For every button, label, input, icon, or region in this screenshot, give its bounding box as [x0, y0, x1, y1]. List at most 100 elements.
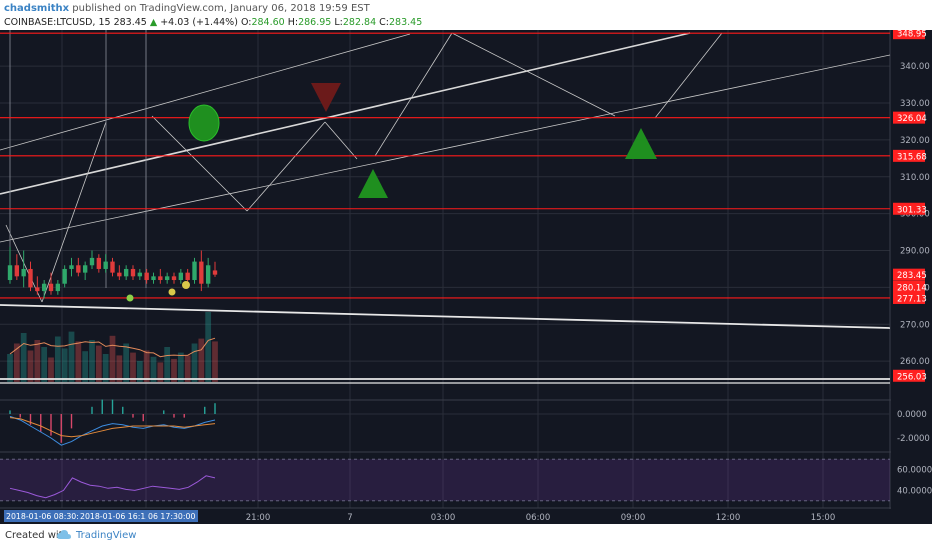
price-label-box[interactable] — [893, 268, 925, 281]
volume-bar — [82, 351, 89, 382]
price-tick-label: 330.00 — [900, 99, 930, 109]
macd-tick-label: -2.0000 — [897, 434, 930, 444]
projection-line — [151, 115, 248, 212]
support-trendline — [0, 304, 891, 329]
candle-body — [178, 272, 184, 281]
volume-bar — [198, 338, 205, 382]
time-label-box[interactable] — [4, 510, 78, 522]
time-axis[interactable]: 21:00 7 03:00 06:00 09:00 12:00 15:00 2018-01-0… — [0, 509, 932, 524]
volume-bar — [150, 356, 157, 382]
candle-body — [192, 261, 197, 281]
candle-body — [130, 268, 136, 277]
time-label-box[interactable] — [146, 510, 198, 522]
volume-bar — [48, 357, 54, 382]
publish-text: published on TradingView.com, January 06… — [72, 3, 370, 14]
publish-header: chadsmithx published on TradingView.com,… — [0, 0, 932, 30]
time-tick-label: 09:00 — [621, 513, 646, 523]
volume-ma-line — [9, 337, 216, 358]
price-label-text: 277.13 — [897, 294, 927, 304]
macd-line — [9, 415, 216, 446]
tradingview-brand[interactable]: TradingView — [76, 530, 137, 541]
author-link[interactable]: chadsmithx — [4, 3, 70, 14]
candle-body — [199, 261, 204, 284]
green-circle-marker[interactable] — [188, 104, 220, 142]
candle-body — [7, 265, 13, 281]
last-price: 283.45 — [113, 17, 147, 28]
macd-tick-label: 0.0000 — [897, 410, 927, 420]
price-label-box[interactable] — [893, 111, 925, 124]
time-tick-label: 21:00 — [246, 513, 271, 523]
time-tick-label: 03:00 — [431, 513, 456, 523]
created-with-text: Created with — [5, 530, 69, 541]
time-label-box[interactable] — [78, 510, 146, 522]
volume-bar — [157, 362, 164, 382]
low-label: L: — [334, 17, 343, 28]
macd-pane — [0, 399, 890, 446]
volume-bar — [89, 340, 95, 382]
time-tick-label: 15:00 — [811, 513, 836, 523]
open-value: 284.60 — [251, 17, 285, 28]
volume-bar — [136, 361, 143, 382]
volume-bar — [143, 350, 150, 382]
volume-bar — [54, 336, 61, 382]
price-label-box[interactable] — [893, 202, 925, 215]
candle-body — [151, 276, 156, 281]
green-up-triangle-marker[interactable] — [358, 169, 388, 198]
volume-bar — [130, 352, 136, 382]
candle-body — [76, 265, 81, 273]
price-change: +4.03 (+1.44%) — [160, 17, 238, 28]
volume-bar — [205, 312, 212, 382]
time-tick-label: 06:00 — [526, 513, 551, 523]
change-up-icon: ▲ — [149, 17, 158, 28]
price-label-box[interactable] — [893, 149, 925, 162]
price-label-box[interactable] — [893, 291, 925, 304]
candle-body — [21, 268, 26, 277]
volume-bar — [34, 340, 41, 382]
green-up-triangle-marker[interactable] — [625, 128, 657, 159]
candle-body — [96, 257, 102, 269]
symbol-name[interactable]: COINBASE:LTCUSD, 15 — [4, 17, 111, 28]
price-label-box[interactable] — [893, 30, 925, 40]
volume-bar — [68, 331, 75, 382]
volume-bar — [109, 335, 116, 382]
candle-body — [123, 268, 129, 277]
volume-bar — [95, 345, 102, 382]
candle-body — [69, 265, 74, 269]
time-tick-label: 7 — [347, 513, 352, 523]
horizontal-levels[interactable] — [0, 32, 890, 299]
shape-markers[interactable] — [126, 83, 658, 302]
volume-bar — [61, 348, 68, 382]
candle-body — [89, 257, 95, 266]
volume-bar — [75, 341, 82, 382]
candle-body — [62, 268, 67, 284]
trendline — [0, 33, 411, 151]
volume-bar — [41, 347, 48, 382]
candle-body — [171, 276, 177, 281]
red-down-triangle-marker[interactable] — [311, 83, 341, 112]
volume-bar — [102, 354, 109, 382]
price-axis[interactable]: 340.00330.00320.00310.00300.00290.00280.… — [891, 30, 932, 524]
macd-line — [9, 417, 216, 438]
volume-bar — [191, 343, 198, 382]
volume-bar — [20, 333, 27, 382]
tradingview-cloud-icon — [57, 530, 71, 539]
candle-body — [41, 283, 47, 292]
footer: Created with TradingView — [0, 524, 932, 550]
rsi-line — [9, 475, 216, 499]
projection-line — [654, 32, 723, 119]
high-value: 286.95 — [298, 17, 332, 28]
price-label-text: 348.95 — [897, 30, 927, 40]
rsi-band — [0, 459, 890, 501]
price-tick-label: 340.00 — [900, 62, 930, 72]
price-tick-label: 310.00 — [900, 173, 930, 183]
chart-canvas[interactable]: 340.00330.00320.00310.00300.00290.00280.… — [0, 30, 932, 524]
symbol-legend: COINBASE:LTCUSD, 15 283.45 ▲ +4.03 (+1.4… — [4, 17, 422, 28]
projection-line — [41, 121, 107, 303]
projection-line — [246, 121, 326, 212]
volume-bar — [7, 354, 13, 382]
grid — [0, 30, 932, 524]
yellow-dot-marker — [182, 281, 190, 289]
price-label-box[interactable] — [893, 280, 925, 293]
rsi-pane — [0, 458, 890, 502]
price-label-box[interactable] — [893, 369, 925, 382]
